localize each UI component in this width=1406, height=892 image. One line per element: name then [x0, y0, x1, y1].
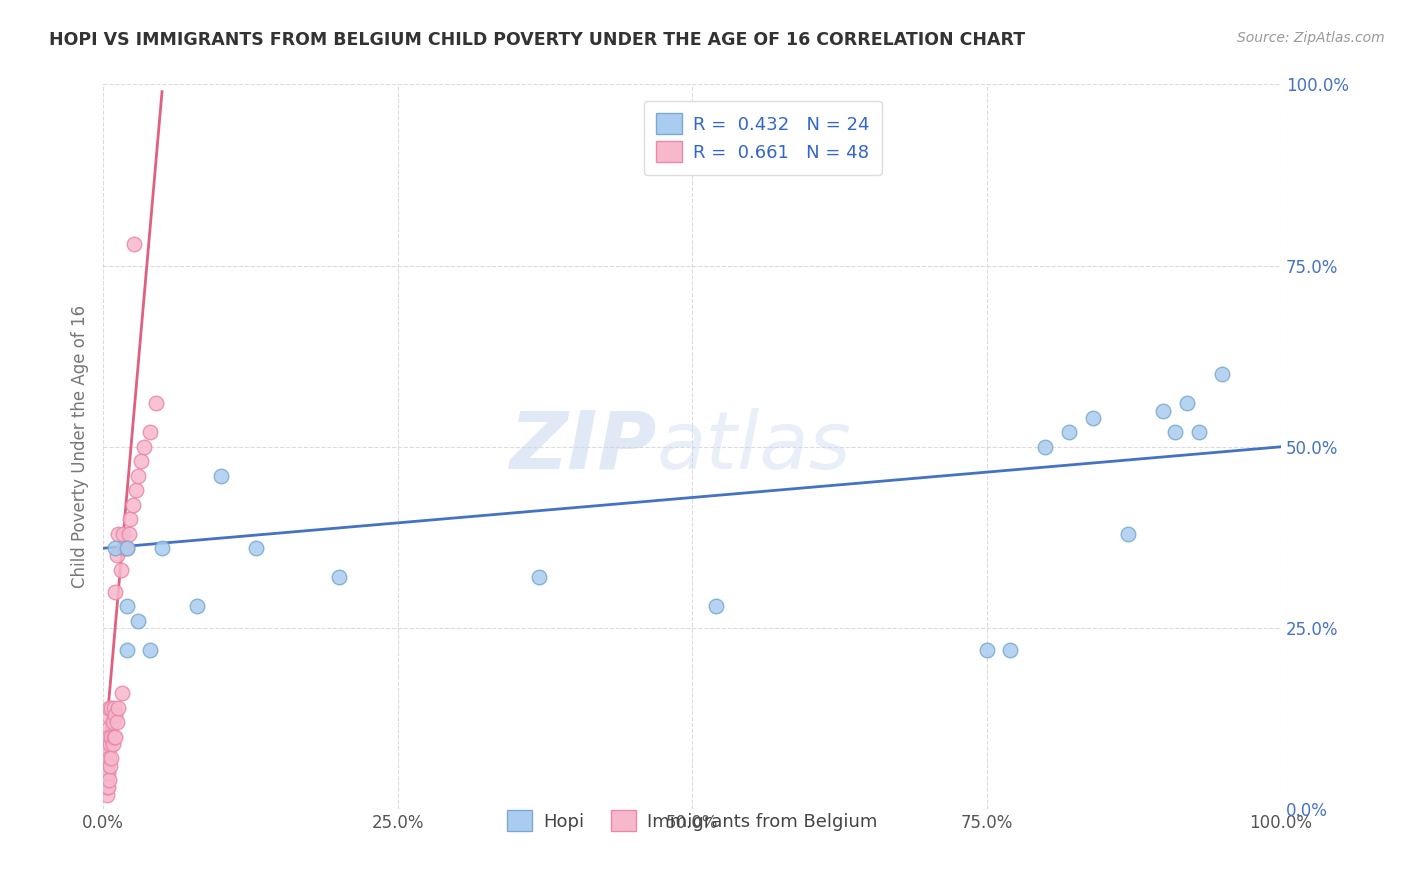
- Point: [104, 707, 127, 722]
- Point: [98, 700, 121, 714]
- Point: [104, 730, 127, 744]
- Point: [104, 541, 127, 556]
- Point: [1035, 440, 1057, 454]
- Point: [1152, 403, 1174, 417]
- Point: [96, 730, 118, 744]
- Point: [97, 765, 120, 780]
- Point: [97, 723, 120, 737]
- Point: [527, 570, 550, 584]
- Point: [998, 642, 1021, 657]
- Point: [96, 707, 118, 722]
- Point: [100, 700, 122, 714]
- Point: [107, 526, 129, 541]
- Point: [115, 599, 138, 614]
- Point: [976, 642, 998, 657]
- Point: [96, 751, 118, 765]
- Point: [101, 737, 124, 751]
- Point: [186, 599, 208, 614]
- Point: [111, 686, 134, 700]
- Point: [105, 715, 128, 730]
- Text: atlas: atlas: [657, 408, 852, 486]
- Point: [110, 563, 132, 577]
- Point: [129, 454, 152, 468]
- Point: [122, 236, 145, 251]
- Point: [245, 541, 267, 556]
- Point: [118, 526, 141, 541]
- Point: [1057, 425, 1080, 440]
- Point: [97, 744, 120, 758]
- Point: [120, 512, 142, 526]
- Point: [1187, 425, 1209, 440]
- Point: [115, 541, 138, 556]
- Point: [98, 751, 121, 765]
- Point: [100, 751, 122, 765]
- Point: [127, 614, 149, 628]
- Point: [104, 584, 127, 599]
- Point: [97, 780, 120, 795]
- Point: [105, 549, 128, 563]
- Point: [96, 765, 118, 780]
- Point: [139, 642, 162, 657]
- Point: [98, 758, 121, 772]
- Point: [127, 468, 149, 483]
- Point: [112, 541, 135, 556]
- Point: [98, 773, 121, 788]
- Point: [1175, 396, 1198, 410]
- Point: [112, 526, 135, 541]
- Point: [115, 541, 138, 556]
- Point: [115, 642, 138, 657]
- Point: [704, 599, 727, 614]
- Point: [121, 498, 143, 512]
- Point: [1211, 368, 1233, 382]
- Point: [134, 440, 156, 454]
- Point: [98, 737, 121, 751]
- Point: [145, 396, 167, 410]
- Point: [98, 730, 121, 744]
- Point: [209, 468, 232, 483]
- Legend: Hopi, Immigrants from Belgium: Hopi, Immigrants from Belgium: [494, 797, 890, 844]
- Point: [101, 715, 124, 730]
- Text: HOPI VS IMMIGRANTS FROM BELGIUM CHILD POVERTY UNDER THE AGE OF 16 CORRELATION CH: HOPI VS IMMIGRANTS FROM BELGIUM CHILD PO…: [49, 31, 1025, 49]
- Point: [96, 758, 118, 772]
- Point: [1081, 410, 1104, 425]
- Point: [1164, 425, 1187, 440]
- Text: Source: ZipAtlas.com: Source: ZipAtlas.com: [1237, 31, 1385, 45]
- Point: [96, 744, 118, 758]
- Point: [1116, 526, 1139, 541]
- Point: [125, 483, 148, 498]
- Text: ZIP: ZIP: [509, 408, 657, 486]
- Point: [107, 700, 129, 714]
- Point: [96, 773, 118, 788]
- Point: [103, 730, 125, 744]
- Point: [96, 788, 118, 802]
- Point: [150, 541, 173, 556]
- Point: [139, 425, 162, 440]
- Point: [96, 780, 118, 795]
- Point: [100, 730, 122, 744]
- Y-axis label: Child Poverty Under the Age of 16: Child Poverty Under the Age of 16: [72, 305, 89, 589]
- Point: [328, 570, 350, 584]
- Point: [103, 700, 125, 714]
